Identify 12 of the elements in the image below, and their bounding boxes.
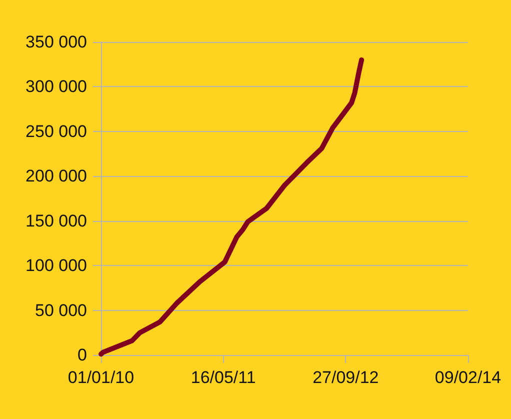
x-tick-label: 09/02/14 — [434, 368, 502, 387]
x-tick-label: 16/05/11 — [190, 368, 256, 387]
y-tick-label: 350 000 — [26, 32, 87, 52]
y-tick-label: 150 000 — [26, 211, 87, 230]
x-tick-label: 01/01/10 — [68, 368, 134, 387]
y-tick-label: 100 000 — [26, 256, 87, 276]
y-tick-label: 300 000 — [26, 77, 87, 96]
y-tick-label: 50 000 — [35, 300, 87, 320]
y-tick-label: 200 000 — [26, 166, 87, 186]
x-tick-label: 27/09/12 — [312, 368, 379, 387]
y-tick-label: 250 000 — [26, 122, 87, 141]
y-tick-label: 0 — [78, 346, 87, 364]
